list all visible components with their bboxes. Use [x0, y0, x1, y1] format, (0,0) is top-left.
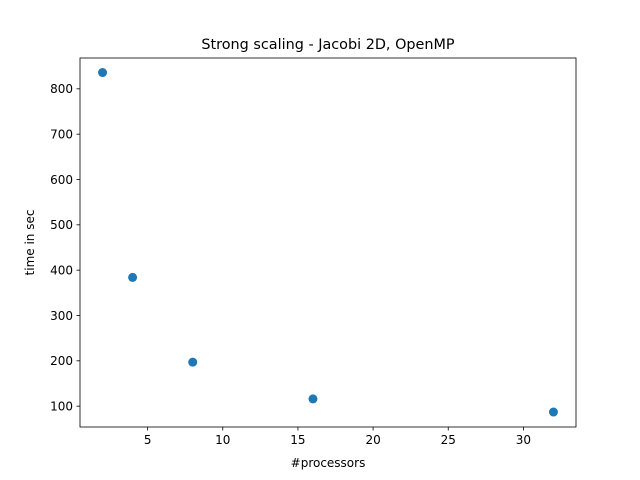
chart-title: Strong scaling - Jacobi 2D, OpenMP: [201, 37, 455, 53]
y-tick-label: 200: [50, 354, 73, 368]
y-tick-label: 100: [50, 399, 73, 413]
y-tick-label: 300: [50, 309, 73, 323]
y-tick-label: 500: [50, 218, 73, 232]
x-tick-label: 30: [516, 433, 531, 447]
ticks-layer: 5 10 15 20 25 30 100 200 300 400 500 600 700 800: [50, 82, 531, 447]
x-axis-label: #processors: [291, 456, 366, 470]
y-axis-label: time in sec: [23, 210, 37, 276]
plot-area-frame: [79, 57, 577, 428]
scatter-point: [98, 68, 108, 78]
y-tick-label: 800: [50, 82, 73, 96]
y-tick-label: 400: [50, 263, 73, 277]
y-tick-label: 700: [50, 127, 73, 141]
x-tick-label: 15: [290, 433, 305, 447]
x-tick-label: 5: [144, 433, 152, 447]
x-tick-label: 20: [365, 433, 380, 447]
x-tick-label: 25: [441, 433, 456, 447]
x-tick-label: 10: [215, 433, 230, 447]
scatter-point: [128, 272, 138, 282]
scatter-point: [188, 357, 198, 367]
points-layer: [98, 68, 558, 417]
y-tick-label: 600: [50, 173, 73, 187]
scatter-point: [548, 407, 558, 417]
scatter-point: [308, 394, 318, 404]
